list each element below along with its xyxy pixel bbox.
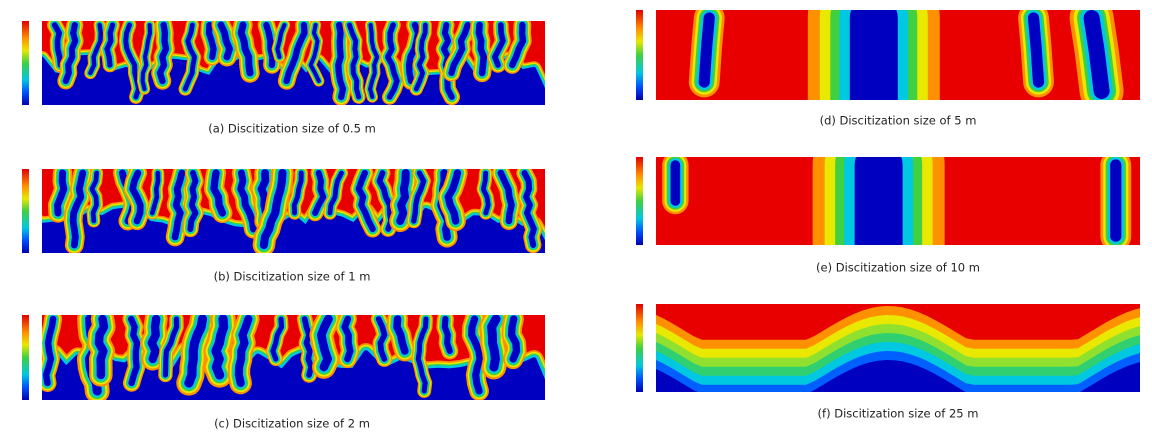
plume	[468, 315, 484, 395]
plume	[147, 315, 161, 364]
caption: (a) Discitization size of 0.5 m	[208, 122, 376, 136]
plume	[69, 169, 87, 249]
plume	[327, 170, 344, 216]
plume	[521, 170, 537, 248]
plume	[355, 169, 376, 233]
plume	[156, 21, 170, 85]
caption: (e) Discitization size of 10 m	[816, 261, 980, 275]
plume	[335, 21, 347, 101]
plume	[444, 169, 462, 225]
plume	[448, 21, 471, 77]
plume	[129, 169, 144, 225]
plume	[94, 315, 109, 380]
plume	[487, 315, 501, 372]
plume	[128, 315, 141, 387]
plume	[205, 21, 217, 61]
plume	[308, 22, 321, 84]
plume	[217, 21, 233, 61]
plume	[1083, 10, 1110, 99]
plume	[1027, 12, 1045, 88]
field-plot	[42, 315, 545, 400]
plume	[42, 315, 57, 387]
plume	[210, 169, 227, 217]
plume	[237, 21, 254, 77]
plume	[411, 170, 427, 224]
field-plot	[42, 169, 545, 253]
plume	[508, 21, 527, 69]
plume	[182, 22, 197, 92]
plume	[698, 12, 715, 88]
plume	[480, 170, 491, 216]
plume	[88, 22, 104, 76]
plume	[283, 21, 308, 85]
plume	[316, 315, 333, 372]
colorbar	[22, 315, 29, 400]
plume	[507, 315, 521, 363]
plume	[312, 170, 327, 216]
field-plot	[656, 10, 1140, 100]
plume	[492, 22, 506, 68]
caption: (c) Discitization size of 2 m	[214, 417, 370, 431]
plume	[149, 170, 161, 216]
plume	[234, 315, 253, 388]
caption: (b) Discitization size of 1 m	[214, 270, 371, 284]
plume	[275, 22, 287, 60]
plume	[341, 315, 354, 363]
plume	[51, 22, 64, 68]
plume	[62, 21, 79, 85]
field-plot	[656, 304, 1140, 392]
colorbar	[636, 10, 643, 100]
colorbar	[22, 21, 29, 105]
plume	[415, 316, 429, 394]
plume	[140, 22, 153, 92]
field-plot	[42, 21, 545, 105]
plume	[497, 169, 515, 225]
colorbar	[22, 169, 29, 253]
plume	[413, 22, 428, 92]
plume	[347, 22, 362, 100]
plume	[396, 169, 410, 226]
plume	[393, 315, 409, 355]
plume	[171, 169, 186, 241]
plume	[263, 21, 276, 69]
plume	[184, 315, 208, 388]
plume	[301, 316, 314, 378]
caption: (f) Discitization size of 25 m	[818, 407, 979, 421]
plume	[187, 170, 199, 232]
plume	[270, 316, 285, 362]
contour-band	[656, 360, 1140, 392]
plume	[54, 169, 68, 217]
plume	[123, 22, 141, 100]
colorbar	[636, 157, 643, 245]
plume	[368, 22, 380, 100]
plume	[237, 169, 257, 233]
colorbar	[636, 304, 643, 392]
plume	[475, 21, 488, 77]
plume	[104, 22, 116, 68]
caption: (d) Discitization size of 5 m	[820, 114, 977, 128]
plume	[385, 22, 400, 100]
plume	[89, 170, 100, 224]
plume	[441, 315, 453, 355]
plume	[211, 315, 229, 380]
plume	[291, 170, 304, 216]
plume	[162, 316, 180, 378]
plume	[259, 169, 287, 250]
field-plot	[656, 157, 1140, 245]
plume	[375, 316, 388, 362]
